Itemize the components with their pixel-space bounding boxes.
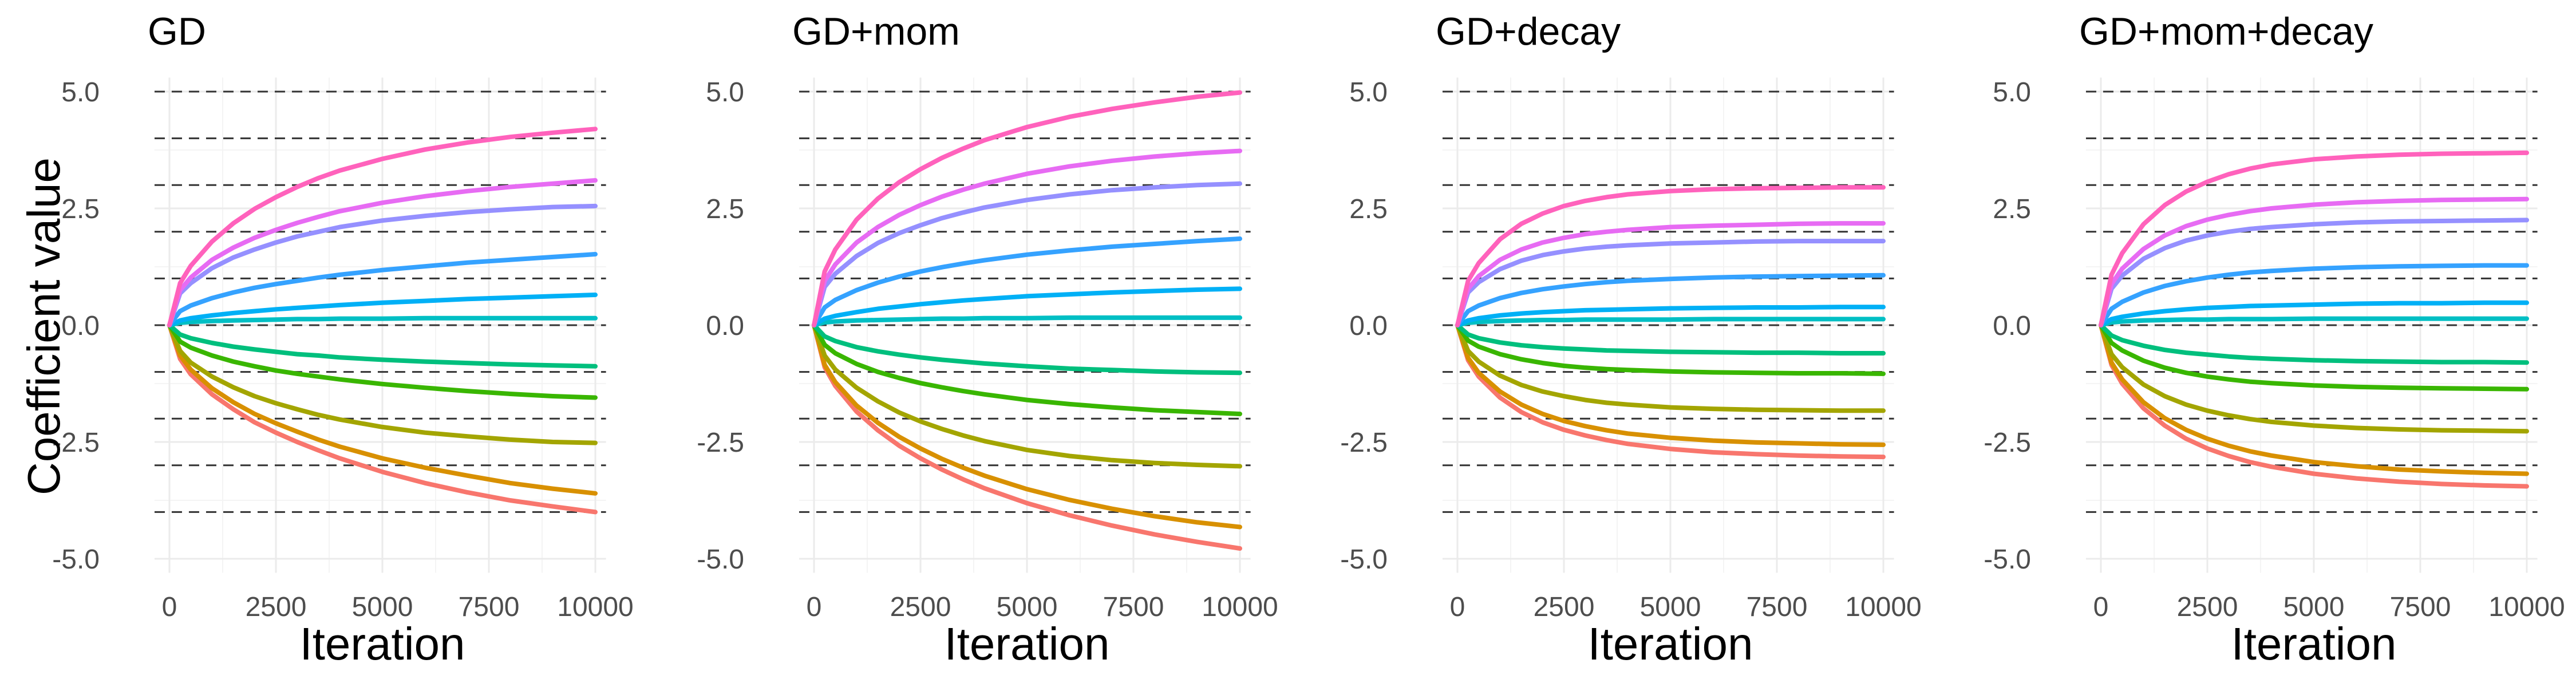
y-tick-label: 5.0 bbox=[61, 77, 100, 108]
x-tick-label: 7500 bbox=[2390, 592, 2451, 622]
x-tick-label: 0 bbox=[162, 592, 177, 622]
coefficient-line-11 bbox=[812, 90, 1242, 327]
x-tick-label: 10000 bbox=[2488, 592, 2565, 622]
y-tick-label: -5.0 bbox=[52, 544, 100, 575]
coefficient-line-5 bbox=[812, 323, 1242, 376]
coefficient-line-8 bbox=[2099, 263, 2529, 327]
x-axis-title: Iteration bbox=[2231, 618, 2396, 669]
x-tick-label: 0 bbox=[807, 592, 822, 622]
coefficient-line-1 bbox=[1455, 323, 1886, 460]
coefficient-line-5 bbox=[1455, 323, 1886, 356]
x-tick-label: 10000 bbox=[1845, 592, 1921, 622]
coefficient-line-5 bbox=[167, 323, 598, 369]
coefficient-line-5 bbox=[2099, 323, 2529, 365]
coefficient-line-2 bbox=[812, 323, 1242, 530]
coefficient-line-7 bbox=[812, 286, 1242, 327]
x-tick-label: 5000 bbox=[1640, 592, 1701, 622]
y-tick-label: 5.0 bbox=[706, 77, 744, 108]
coefficient-line-11 bbox=[1455, 185, 1886, 327]
x-tick-label: 5000 bbox=[997, 592, 1058, 622]
y-tick-label: 0.0 bbox=[61, 311, 100, 341]
y-tick-label: -2.5 bbox=[697, 428, 744, 458]
x-tick-label: 2500 bbox=[1534, 592, 1595, 622]
coefficient-line-8 bbox=[167, 252, 598, 327]
y-tick-label: 5.0 bbox=[1993, 77, 2031, 108]
coefficient-line-7 bbox=[2099, 300, 2529, 327]
y-tick-label: -5.0 bbox=[697, 544, 744, 575]
x-axis-title: Iteration bbox=[1587, 618, 1753, 669]
coefficient-line-10 bbox=[812, 148, 1242, 327]
coefficient-line-11 bbox=[2099, 150, 2529, 327]
coefficient-line-3 bbox=[2099, 323, 2529, 434]
x-axis-title: Iteration bbox=[944, 618, 1109, 669]
x-tick-label: 5000 bbox=[352, 592, 413, 622]
coefficient-line-10 bbox=[2099, 196, 2529, 327]
coefficient-line-6 bbox=[2099, 316, 2529, 327]
y-tick-label: -2.5 bbox=[1984, 428, 2031, 458]
panel-1: -5.0 -2.5 0.0 2.5 5.0 0 2500 5000 7500 10000 Itera… bbox=[52, 10, 633, 669]
coefficient-line-7 bbox=[1455, 305, 1886, 327]
y-tick-label: 2.5 bbox=[1349, 194, 1388, 224]
coefficient-line-4 bbox=[812, 323, 1242, 416]
panel-title: GD+mom+decay bbox=[2079, 10, 2373, 53]
coefficient-line-2 bbox=[2099, 323, 2529, 476]
coefficient-line-9 bbox=[1455, 239, 1886, 327]
coefficient-line-3 bbox=[167, 323, 598, 445]
coefficient-line-1 bbox=[812, 323, 1242, 551]
panel-title: GD bbox=[148, 10, 206, 53]
coefficient-line-4 bbox=[1455, 323, 1886, 376]
x-tick-label: 2500 bbox=[2177, 592, 2238, 622]
panel-title: GD+decay bbox=[1436, 10, 1621, 53]
x-tick-label: 7500 bbox=[1103, 592, 1164, 622]
y-tick-label: 0.0 bbox=[1349, 311, 1388, 341]
x-tick-label: 2500 bbox=[246, 592, 307, 622]
coefficient-line-2 bbox=[1455, 323, 1886, 447]
x-tick-label: 7500 bbox=[1747, 592, 1808, 622]
coefficient-line-10 bbox=[1455, 221, 1886, 327]
coefficient-line-2 bbox=[167, 323, 598, 496]
y-tick-label: -5.0 bbox=[1340, 544, 1388, 575]
coefficient-line-1 bbox=[2099, 323, 2529, 489]
y-axis-title: Coefficient value bbox=[18, 157, 69, 495]
x-axis-title: Iteration bbox=[299, 618, 465, 669]
y-tick-label: 5.0 bbox=[1349, 77, 1388, 108]
coefficient-line-3 bbox=[1455, 323, 1886, 413]
coefficient-line-10 bbox=[167, 178, 598, 327]
y-tick-label: 2.5 bbox=[1993, 194, 2031, 224]
y-tick-label: 2.5 bbox=[61, 194, 100, 224]
coefficient-line-9 bbox=[167, 203, 598, 327]
coefficient-line-4 bbox=[167, 323, 598, 400]
y-tick-label: 0.0 bbox=[706, 311, 744, 341]
panel-3: -5.0 -2.5 0.0 2.5 5.0 0 2500 5000 7500 10000 Itera… bbox=[1340, 10, 1921, 669]
x-tick-label: 0 bbox=[1450, 592, 1465, 622]
x-tick-label: 10000 bbox=[1202, 592, 1278, 622]
coefficient-line-9 bbox=[2099, 218, 2529, 327]
panel-2: -5.0 -2.5 0.0 2.5 5.0 0 2500 5000 7500 10000 Itera… bbox=[697, 10, 1278, 669]
coefficient-line-6 bbox=[812, 315, 1242, 327]
y-tick-label: 2.5 bbox=[706, 194, 744, 224]
x-tick-label: 0 bbox=[2093, 592, 2109, 622]
y-tick-label: -2.5 bbox=[1340, 428, 1388, 458]
y-tick-label: -2.5 bbox=[52, 428, 100, 458]
facet-panels: -5.0 -2.5 0.0 2.5 5.0 0 2500 5000 7500 10000 Itera… bbox=[52, 10, 2565, 669]
coefficient-line-6 bbox=[167, 315, 598, 327]
coefficient-line-7 bbox=[167, 293, 598, 327]
y-tick-label: 0.0 bbox=[1993, 311, 2031, 341]
x-tick-label: 5000 bbox=[2283, 592, 2345, 622]
x-tick-label: 2500 bbox=[890, 592, 951, 622]
coefficient-line-8 bbox=[812, 236, 1242, 327]
coefficient-line-3 bbox=[812, 323, 1242, 469]
coefficient-line-4 bbox=[2099, 323, 2529, 392]
coefficient-line-9 bbox=[812, 181, 1242, 327]
y-tick-label: -5.0 bbox=[1984, 544, 2031, 575]
coefficient-line-11 bbox=[167, 127, 598, 327]
coefficient-line-8 bbox=[1455, 273, 1886, 327]
x-tick-label: 10000 bbox=[557, 592, 633, 622]
panel-title: GD+mom bbox=[792, 10, 960, 53]
coefficient-line-6 bbox=[1455, 317, 1886, 327]
coefficient-line-1 bbox=[167, 323, 598, 515]
panel-4: -5.0 -2.5 0.0 2.5 5.0 0 2500 5000 7500 10000 Itera… bbox=[1984, 10, 2565, 669]
x-tick-label: 7500 bbox=[459, 592, 520, 622]
